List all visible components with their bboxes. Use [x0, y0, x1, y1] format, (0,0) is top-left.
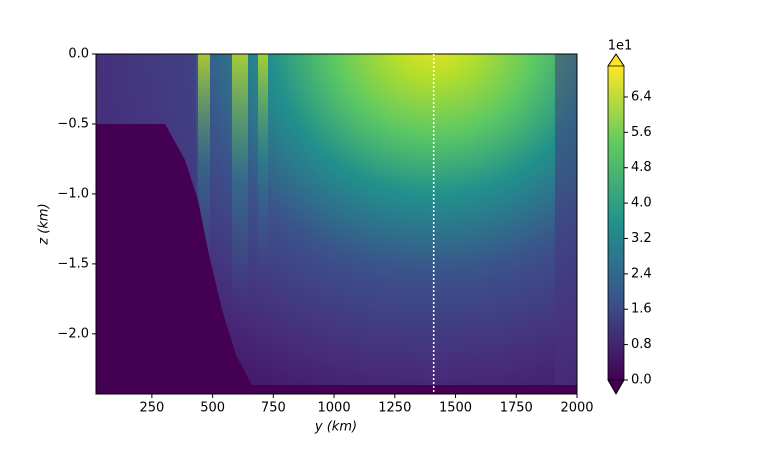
x-tick-label: 1250 [378, 401, 411, 416]
contour-field [96, 54, 577, 394]
colorbar-tick-label: 6.4 [631, 89, 652, 104]
colorbar-tick-label: 5.6 [631, 125, 652, 140]
plot-frame [95, 53, 578, 395]
y-tick-label: −2.0 [57, 326, 89, 341]
colorbar-tick-label: 4.8 [631, 160, 652, 175]
colorbar-offset: 1e1 [608, 39, 633, 54]
colorbar-tick-label: 1.6 [631, 302, 652, 317]
x-axis-label: y (km) [314, 420, 357, 435]
x-tick-label: 750 [261, 401, 286, 416]
colorbar-tick-label: 0.0 [631, 373, 652, 388]
colorbar-tick-label: 3.2 [631, 231, 652, 246]
colorbar-extend [607, 53, 625, 67]
x-tick-label: 1750 [500, 401, 533, 416]
x-tick-label: 500 [200, 401, 225, 416]
colorbar-tick-label: 2.4 [631, 266, 652, 281]
colorbar-extend [607, 379, 625, 395]
x-tick-label: 250 [139, 401, 164, 416]
y-tick-label: −0.5 [57, 116, 89, 131]
y-tick-label: −1.5 [57, 256, 89, 271]
x-tick-label: 1000 [318, 401, 351, 416]
x-tick-label: 2000 [560, 401, 593, 416]
y-tick-label: −1.0 [57, 186, 89, 201]
colorbar [608, 66, 624, 380]
y-axis-label: z (km) [37, 203, 52, 245]
y-tick-label: 0.0 [68, 47, 89, 62]
x-tick-label: 1500 [439, 401, 472, 416]
colorbar-tick-label: 0.8 [631, 337, 652, 352]
colorbar-tick-label: 4.0 [631, 196, 652, 211]
